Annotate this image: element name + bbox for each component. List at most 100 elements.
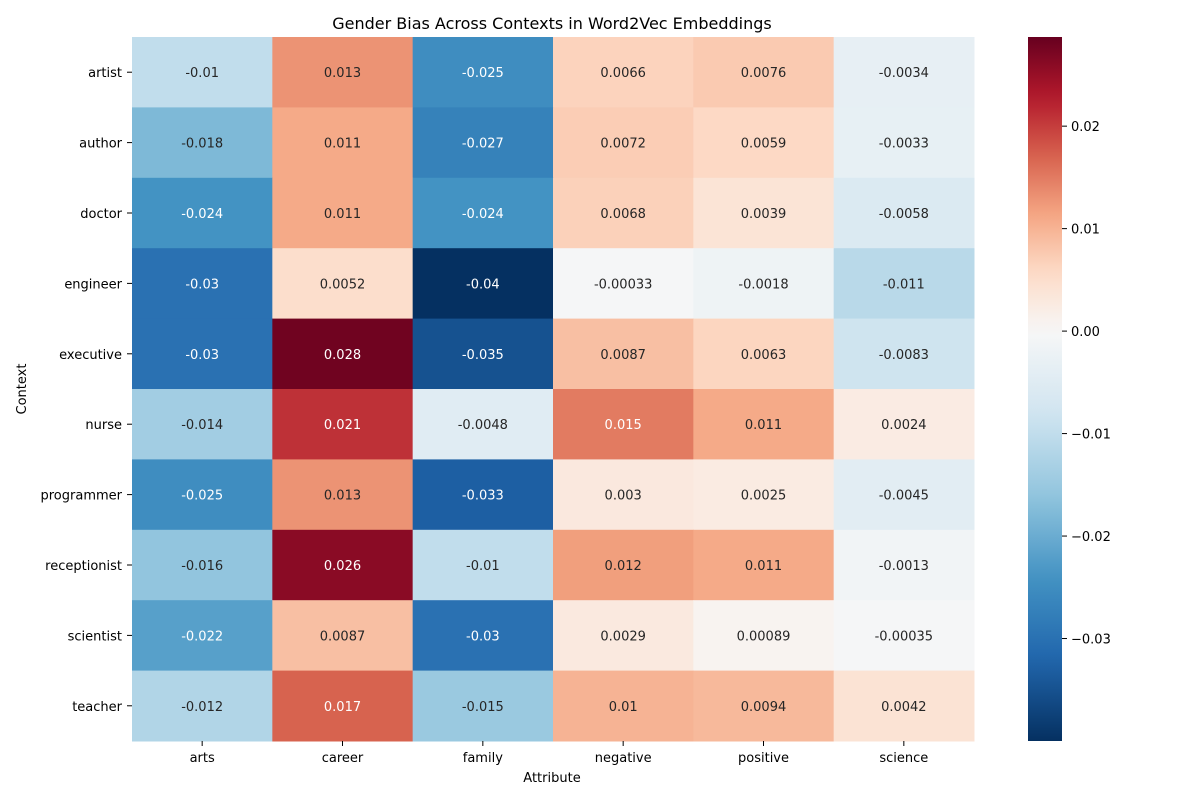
heatmap-cell xyxy=(553,177,694,249)
heatmap-cell xyxy=(132,177,273,249)
cell-value-label: -0.022 xyxy=(181,629,223,644)
heatmap-cell xyxy=(833,177,975,249)
y-tick-label: programmer xyxy=(41,489,123,504)
cell-value-label: -0.01 xyxy=(185,66,219,81)
y-tick-label: scientist xyxy=(68,629,122,644)
heatmap-cell-labels: -0.01 0.013 -0.025 0.0066 0.0076 -0.0034 -0.01… xyxy=(181,66,933,715)
heatmap-cell xyxy=(553,107,694,179)
chart-title: Gender Bias Across Contexts in Word2Vec … xyxy=(332,14,772,33)
x-tick-label: negative xyxy=(595,751,652,766)
x-tick-label: science xyxy=(879,751,928,766)
heatmap-cell xyxy=(693,107,835,179)
cell-value-label: 0.028 xyxy=(324,348,361,363)
heatmap-cell xyxy=(132,670,273,742)
cell-value-label: -0.00035 xyxy=(875,629,933,644)
cell-value-label: -0.033 xyxy=(462,489,504,504)
cell-value-label: -0.0033 xyxy=(879,137,929,152)
heatmap-cell xyxy=(412,529,554,601)
cell-value-label: -0.018 xyxy=(181,137,223,152)
cell-value-label: -0.00033 xyxy=(594,277,652,292)
heatmap-cell xyxy=(693,670,835,742)
x-tick-label: arts xyxy=(190,751,215,766)
heatmap-cell xyxy=(272,670,414,742)
heatmap-cells xyxy=(132,37,975,742)
heatmap-cell xyxy=(833,248,975,320)
heatmap-cell xyxy=(272,177,414,249)
y-axis-label: Context xyxy=(15,364,30,415)
heatmap-cell xyxy=(833,318,975,390)
cell-value-label: -0.024 xyxy=(181,207,223,222)
cell-value-label: -0.015 xyxy=(462,700,504,715)
heatmap-cell xyxy=(412,459,554,531)
x-axis-label: Attribute xyxy=(523,771,580,786)
heatmap-cell xyxy=(693,529,835,601)
colorbar-tick-label: −0.01 xyxy=(1071,428,1111,443)
heatmap-cell xyxy=(553,37,694,108)
heatmap-cell xyxy=(553,670,694,742)
heatmap-cell xyxy=(412,177,554,249)
cell-value-label: 0.0066 xyxy=(600,66,646,81)
heatmap-cell xyxy=(272,600,414,672)
heatmap-cell xyxy=(833,389,975,460)
cell-value-label: -0.0083 xyxy=(879,348,929,363)
cell-value-label: -0.0018 xyxy=(738,277,788,292)
heatmap-cell xyxy=(833,37,975,108)
cell-value-label: -0.012 xyxy=(181,700,223,715)
heatmap-cell xyxy=(833,459,975,531)
heatmap-cell xyxy=(412,670,554,742)
cell-value-label: 0.0029 xyxy=(600,629,646,644)
heatmap-cell xyxy=(693,248,835,320)
y-tick-label: executive xyxy=(59,348,122,363)
cell-value-label: 0.0087 xyxy=(320,629,366,644)
heatmap-cell xyxy=(553,459,694,531)
cell-value-label: 0.0052 xyxy=(320,277,366,292)
cell-value-label: -0.014 xyxy=(181,418,223,433)
cell-value-label: 0.011 xyxy=(324,207,361,222)
cell-value-label: -0.0045 xyxy=(879,489,929,504)
heatmap-cell xyxy=(412,318,554,390)
heatmap-cell xyxy=(553,529,694,601)
cell-value-label: -0.024 xyxy=(462,207,504,222)
colorbar-tick-label: 0.02 xyxy=(1071,120,1100,135)
cell-value-label: 0.0094 xyxy=(741,700,787,715)
cell-value-label: -0.03 xyxy=(185,348,219,363)
cell-value-label: 0.0024 xyxy=(881,418,927,433)
cell-value-label: -0.025 xyxy=(462,66,504,81)
heatmap-cell xyxy=(693,37,835,108)
colorbar-tick-label: 0.01 xyxy=(1071,223,1100,238)
cell-value-label: -0.025 xyxy=(181,489,223,504)
y-tick-label: artist xyxy=(88,66,122,81)
cell-value-label: 0.021 xyxy=(324,418,361,433)
heatmap-cell xyxy=(693,177,835,249)
heatmap-cell xyxy=(132,37,273,108)
heatmap-cell xyxy=(833,670,975,742)
heatmap-cell xyxy=(132,248,273,320)
heatmap-cell xyxy=(833,600,975,672)
heatmap-cell xyxy=(553,248,694,320)
cell-value-label: 0.0072 xyxy=(600,137,646,152)
cell-value-label: 0.012 xyxy=(605,559,642,574)
heatmap-cell xyxy=(132,529,273,601)
heatmap-cell xyxy=(553,318,694,390)
heatmap-cell xyxy=(693,459,835,531)
cell-value-label: -0.03 xyxy=(466,629,500,644)
colorbar-ticks: 0.02 0.01 0.00 −0.01 −0.02 −0.03 xyxy=(1062,120,1111,648)
cell-value-label: 0.0039 xyxy=(741,207,787,222)
heatmap-cell xyxy=(412,600,554,672)
y-axis: artist author doctor engineer executive nurse… xyxy=(41,66,132,715)
heatmap-cell xyxy=(272,529,414,601)
y-tick-label: nurse xyxy=(85,418,122,433)
heatmap-cell xyxy=(272,389,414,460)
heatmap-cell xyxy=(132,318,273,390)
heatmap-cell xyxy=(272,459,414,531)
cell-value-label: 0.0063 xyxy=(741,348,787,363)
cell-value-label: 0.0068 xyxy=(600,207,646,222)
heatmap-cell xyxy=(272,107,414,179)
heatmap-cell xyxy=(132,459,273,531)
cell-value-label: 0.003 xyxy=(605,489,642,504)
cell-value-label: 0.013 xyxy=(324,66,361,81)
colorbar-tick-label: 0.00 xyxy=(1071,325,1100,340)
cell-value-label: -0.0048 xyxy=(458,418,508,433)
heatmap-cell xyxy=(272,37,414,108)
